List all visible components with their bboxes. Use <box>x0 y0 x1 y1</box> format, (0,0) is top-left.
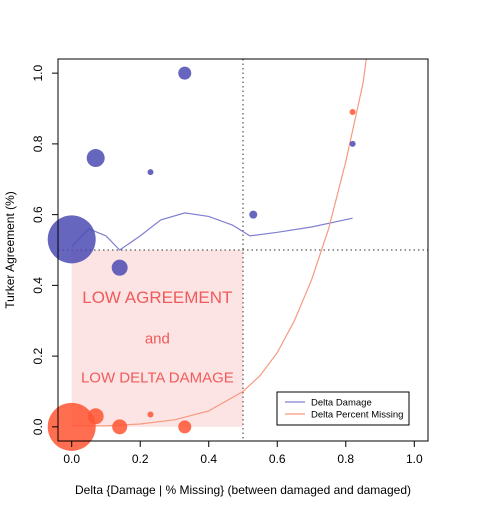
x-tick-label-3: 0.6 <box>269 452 286 466</box>
series-1-point-5 <box>349 109 356 116</box>
legend-label-1: Delta Percent Missing <box>311 410 403 421</box>
x-tick-label-2: 0.4 <box>200 452 217 466</box>
annotation-2: LOW DELTA DAMAGE <box>81 370 234 387</box>
series-1-point-3 <box>147 411 154 418</box>
y-tick-label-4: 0.8 <box>31 135 45 152</box>
y-tick-label-3: 0.6 <box>31 206 45 223</box>
series-0-point-0 <box>47 215 96 264</box>
annotation-0: LOW AGREEMENT <box>82 288 232 307</box>
series-1-point-0 <box>47 402 96 451</box>
reference-lines <box>58 59 428 441</box>
low-agreement-region <box>71 250 243 427</box>
x-tick-label-5: 1.0 <box>406 452 423 466</box>
series-1-point-2 <box>112 419 128 435</box>
legend-box <box>276 391 410 426</box>
series-0-point-3 <box>147 169 154 176</box>
data-points <box>47 66 356 451</box>
series-0-point-4 <box>178 66 192 80</box>
x-axis: 0.0 0.2 0.4 0.6 0.8 1.0 <box>63 441 423 466</box>
x-tick-label-0: 0.0 <box>63 452 80 466</box>
y-tick-label-2: 0.4 <box>31 277 45 294</box>
x-axis-label: Delta {Damage | % Missing} (between dama… <box>75 483 411 497</box>
series-0-point-6 <box>349 140 356 147</box>
y-axis-label: Turker Agreement (%) <box>3 191 17 309</box>
annotations: LOW AGREEMENT and LOW DELTA DAMAGE <box>81 288 234 387</box>
series-0-point-2 <box>111 259 128 276</box>
x-tick-label-4: 0.8 <box>337 452 354 466</box>
legend-label-0: Delta Damage <box>311 398 372 409</box>
y-tick-label-0: 0.0 <box>31 418 45 435</box>
annotation-1: and <box>145 331 170 348</box>
x-tick-label-1: 0.2 <box>132 452 149 466</box>
trend-lines <box>71 59 367 427</box>
y-tick-label-5: 1.0 <box>31 64 45 81</box>
y-tick-label-1: 0.2 <box>31 347 45 364</box>
series-1-point-4 <box>178 420 192 434</box>
series-1-line <box>71 59 367 427</box>
series-0-line <box>71 212 353 251</box>
y-axis: 0.0 0.2 0.4 0.6 0.8 1.0 <box>31 64 58 435</box>
series-0-point-1 <box>86 149 105 168</box>
series-0-point-5 <box>249 210 258 219</box>
series-1-point-1 <box>87 408 104 425</box>
plot-frame <box>57 58 429 442</box>
